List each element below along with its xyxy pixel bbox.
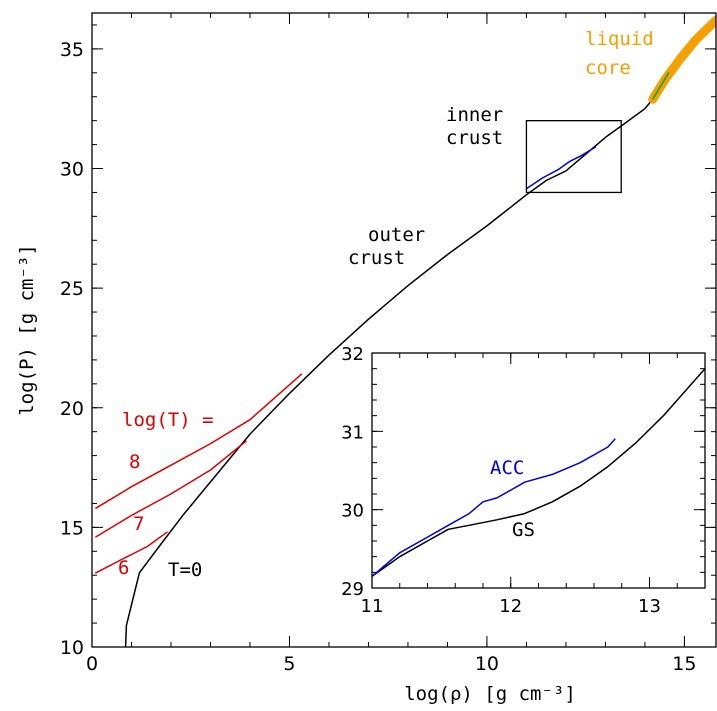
y-tick-label: 29 [341,579,364,600]
series-line-3 [95,531,168,574]
y-tick-label: 31 [341,422,364,443]
inset-plot-background [372,353,705,588]
gs-line [372,367,705,578]
x-axis-label: log(ρ) [g cm⁻³] [404,683,576,705]
t6-label: 6 [118,557,129,579]
x-tick-label: 12 [499,596,522,617]
y-axis-label: log(P) [g cm⁻³] [16,244,38,416]
acc-label: ACC [490,457,524,479]
inset-plot: 11 12 13 29 30 31 32 [341,344,706,617]
gs-label: GS [512,519,535,541]
y-tick-label: 20 [60,398,84,420]
series-line-4 [525,146,597,190]
x-tick-label: 0 [86,653,98,675]
t8-label: 8 [129,451,140,473]
series-line-2 [95,440,247,538]
x-tick-label: 5 [283,653,295,675]
x-tick-label: 10 [475,653,499,675]
y-tick-label: 15 [60,517,84,539]
main-plot-series [95,15,716,647]
acc-line [372,438,616,578]
y-tick-label: 32 [341,344,364,365]
series-line-0 [124,98,654,647]
y-tick-label: 35 [60,39,84,61]
t7-label: 7 [133,513,144,535]
y-tick-label: 10 [60,637,84,659]
series-line-6 [652,72,670,100]
y-tick-label: 25 [60,278,84,300]
inset-plot-frame [371,352,706,589]
inner-crust-label-1: inner [446,104,503,126]
series-line-5 [648,15,716,104]
t0-label: T=0 [168,559,202,581]
inner-crust-label-2: crust [446,127,503,149]
inset-plot-series [372,367,705,578]
x-tick-label: 13 [638,596,661,617]
annotations: log(T) = 8 7 6 T=0 outer crust inner cru… [118,28,654,581]
x-tick-label: 11 [361,596,384,617]
y-tick-label: 30 [341,501,364,522]
y-tick-label: 30 [60,159,84,181]
log-t-label: log(T) = [122,409,214,431]
outer-crust-label-2: crust [348,247,405,269]
series-line-1 [95,373,303,509]
liquid-core-label-2: core [585,57,631,79]
main-plot-frame [91,12,717,648]
liquid-core-label-1: liquid [585,28,654,50]
main-plot: 0 5 10 15 10 15 20 25 30 35 [60,12,717,675]
outer-crust-label-1: outer [368,224,425,246]
zoom-box [525,120,622,194]
x-tick-label: 15 [672,653,696,675]
